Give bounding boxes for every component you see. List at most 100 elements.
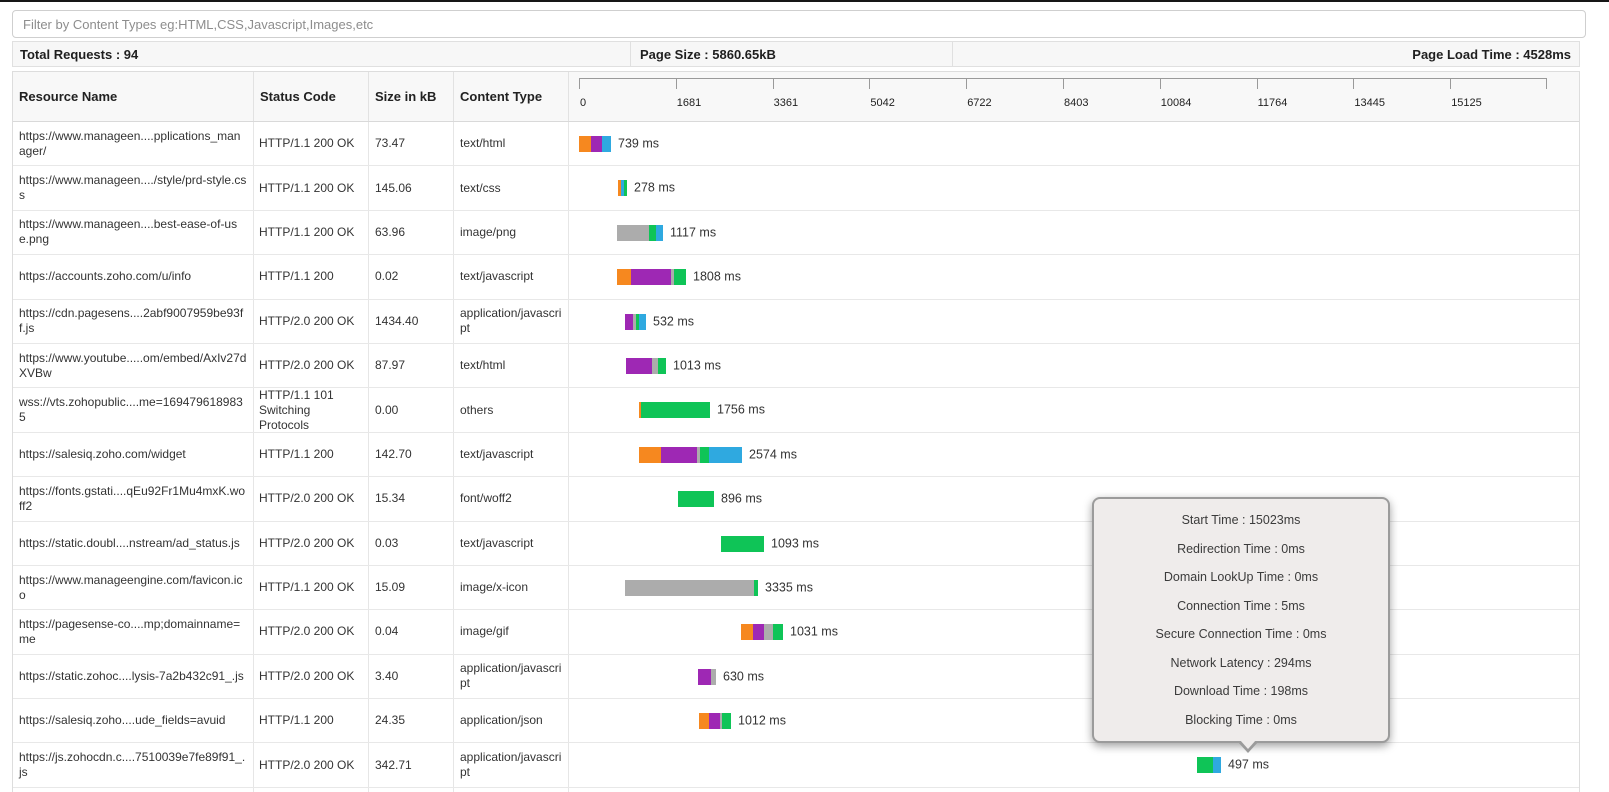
timing-segment-gray: [720, 713, 722, 730]
size-kb: 145.06: [369, 166, 454, 210]
waterfall-cell: 1013 ms: [569, 344, 1579, 387]
axis-tick-label: 0: [580, 97, 587, 109]
total-time-label: 896 ms: [721, 491, 762, 506]
resource-name: https://fonts.gstati....qEu92Fr1Mu4mxK.w…: [13, 477, 254, 521]
total-time-label: 532 ms: [653, 314, 694, 329]
timing-segment-green: [636, 313, 639, 330]
timing-segment-gray: [671, 269, 674, 286]
timeline-axis: 0 1681 3361 5042 6722 8403 10084 11764 13445 1512…: [569, 72, 1579, 121]
window-top-edge: [0, 0, 1609, 2]
table-row[interactable]: https://salesiq.zoho.com/widget HTTP/1.1 …: [13, 432, 1579, 478]
waterfall-cell: 739 ms: [569, 122, 1579, 165]
table-row[interactable]: https://www.youtube.....om/embed/AxIv27d…: [13, 343, 1579, 389]
table-row[interactable]: https://www.manageen....pplications_mana…: [13, 122, 1579, 167]
status-code: HTTP/1.1 200: [254, 432, 369, 477]
waterfall-bar[interactable]: 532 ms: [625, 313, 694, 330]
size-kb: 0.00: [369, 388, 454, 432]
size-kb: 15.09: [369, 565, 454, 610]
timing-segment-gray: [764, 624, 773, 641]
waterfall-bar[interactable]: 1031 ms: [741, 624, 838, 641]
timing-tooltip: Start Time : 15023ms Redirection Time : 0…: [1092, 497, 1390, 753]
tooltip-timing-line: Network Latency : 294ms: [1170, 655, 1312, 670]
table-row[interactable]: https://js.zohocdn.c....7510039e7fe89f91…: [13, 743, 1579, 788]
waterfall-cell: 1756 ms: [569, 388, 1579, 431]
timing-segment-green: [624, 180, 627, 197]
timing-segment-gray: [697, 446, 700, 463]
waterfall-bar[interactable]: 1756 ms: [639, 402, 765, 419]
content-type: others: [454, 388, 569, 432]
resource-name: https://accounts.zoho.com/u/info: [13, 255, 254, 299]
axis-tick-label: 6722: [967, 97, 992, 109]
waterfall-bar[interactable]: 896 ms: [678, 491, 762, 508]
timing-segment-blue: [1213, 757, 1221, 774]
resource-name: https://www.manageen....best-ease-of-use…: [13, 210, 254, 255]
content-type-filter-input[interactable]: [12, 10, 1586, 38]
table-row[interactable]: https://cdn.pagesens....2abf9007959be93f…: [13, 299, 1579, 344]
status-code: HTTP/2.0 200 OK: [254, 521, 369, 565]
timing-segment-gray: [617, 224, 649, 241]
axis-tick: [1546, 78, 1547, 89]
timing-segment-green: [773, 624, 783, 641]
timing-segment-purple: [626, 357, 652, 374]
waterfall-bar[interactable]: 1093 ms: [721, 535, 819, 552]
timing-segment-green: [1197, 757, 1213, 774]
resource-name: https://pagesense-co....mp;domainname=me: [13, 610, 254, 654]
table-row[interactable]: wss://vts.zohopublic....me=1694796189835…: [13, 388, 1579, 433]
size-kb: 0.04: [369, 610, 454, 654]
waterfall-bar[interactable]: 1808 ms: [617, 269, 741, 286]
tooltip-timing-line: Blocking Time : 0ms: [1185, 712, 1297, 727]
timing-segment-orange: [618, 180, 621, 197]
total-time-label: 630 ms: [723, 669, 764, 684]
tooltip-timing-line: Download Time : 198ms: [1173, 684, 1309, 699]
waterfall-cell: 532 ms: [569, 300, 1579, 343]
content-type: text/css: [454, 166, 569, 210]
summary-bar: Total Requests : 94 Page Size : 5860.65k…: [12, 41, 1580, 67]
table-row[interactable]: https://accounts.zoho.com/u/info HTTP/1.1…: [13, 255, 1579, 300]
waterfall-bar[interactable]: 1117 ms: [617, 224, 716, 241]
waterfall-cell: 1012 ms: [569, 699, 1579, 742]
waterfall-bar[interactable]: 2574 ms: [639, 446, 797, 463]
status-code: HTTP/2.0 200 OK: [254, 743, 369, 787]
timing-segment-purple: [661, 446, 697, 463]
axis-tick: [772, 78, 774, 89]
axis-tick-label: 11764: [1257, 97, 1288, 109]
timing-segment-gray: [633, 313, 636, 330]
resource-name: https://www.youtube.....om/embed/AxIv27d…: [13, 343, 254, 388]
resource-name: https://cdn.pagesens....2abf9007959be93f…: [13, 299, 254, 343]
status-code: HTTP/1.1 200 OK: [254, 210, 369, 255]
tooltip-timing-line: Connection Time : 5ms: [1177, 598, 1305, 613]
page-size-label: Page Size : 5860.65kB: [631, 42, 953, 66]
waterfall-bar[interactable]: 739 ms: [579, 136, 659, 152]
waterfall-bar[interactable]: 1012 ms: [699, 713, 786, 730]
table-row[interactable]: https://fonts.gstati....qEu92Fr1Mu4mxK.w…: [13, 477, 1579, 522]
waterfall-bar[interactable]: 278 ms: [618, 180, 675, 197]
timing-segment-orange: [699, 713, 709, 730]
waterfall-bar[interactable]: 3335 ms: [625, 579, 813, 596]
waterfall-cell: 630 ms: [569, 655, 1579, 698]
waterfall-bar[interactable]: 1013 ms: [626, 357, 721, 374]
waterfall-bar[interactable]: 630 ms: [698, 668, 764, 685]
tooltip-timing-line: Secure Connection Time : 0ms: [1155, 627, 1327, 642]
timing-segment-purple: [591, 136, 602, 152]
axis-tick-label: 5042: [870, 97, 895, 109]
resource-name: https://www.manageen..../style/prd-style…: [13, 166, 254, 210]
total-time-label: 278 ms: [634, 180, 675, 195]
table-row[interactable]: https://www.manageen..../style/prd-style…: [13, 166, 1579, 211]
resource-name: wss://vts.zohopublic....me=1694796189835: [13, 388, 254, 432]
table-row[interactable]: https://www.manageen....best-ease-of-use…: [13, 210, 1579, 256]
content-type: text/javascript: [454, 521, 569, 565]
resource-name: https://js.zohocdn.c....7510039e7fe89f91…: [13, 743, 254, 787]
size-kb: 1434.40: [369, 299, 454, 343]
total-time-label: 1093 ms: [771, 536, 819, 551]
content-type: image/gif: [454, 610, 569, 654]
timing-segment-gray: [625, 579, 754, 596]
timing-segment-orange: [639, 446, 661, 463]
status-code: HTTP/2.0 200 OK: [254, 299, 369, 343]
size-kb: 0.03: [369, 521, 454, 565]
size-kb: 24.35: [369, 699, 454, 743]
waterfall-bar[interactable]: 497 ms: [1197, 757, 1269, 774]
total-requests-label: Total Requests : 94: [13, 42, 631, 66]
timing-segment-orange: [579, 136, 591, 152]
axis-tick: [1159, 78, 1161, 89]
